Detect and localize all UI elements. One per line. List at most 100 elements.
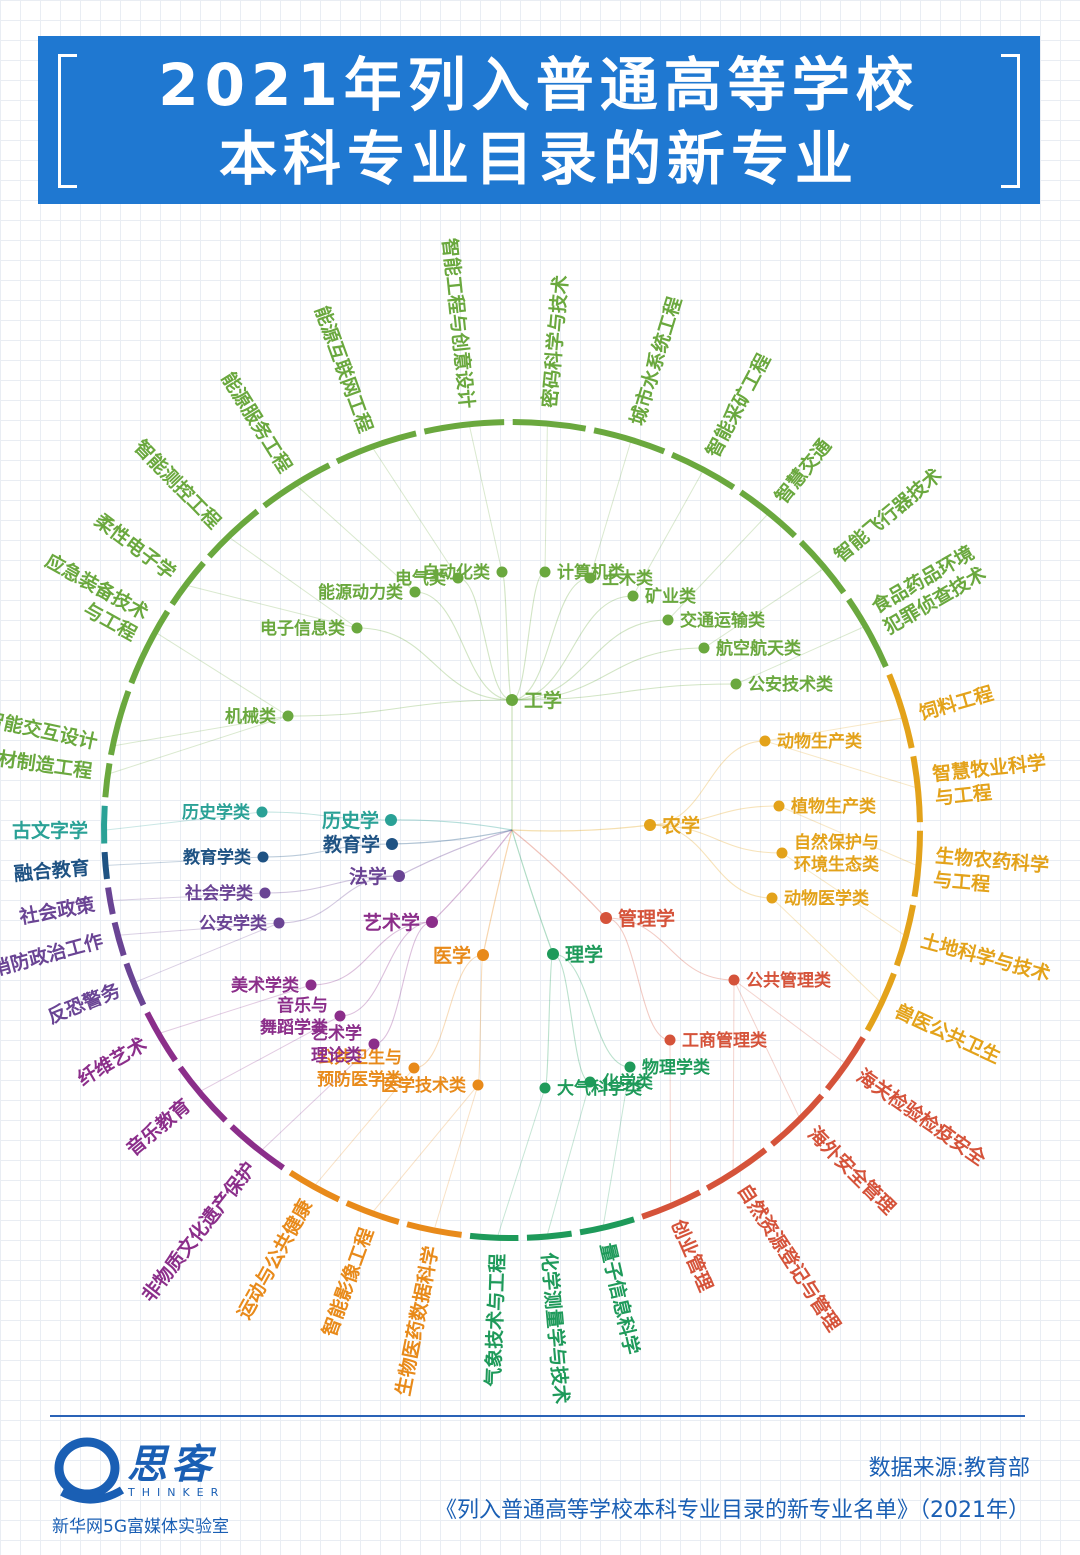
class-label: 自动化类: [422, 562, 491, 583]
major-link: [469, 426, 503, 573]
ring-segment: [144, 1011, 178, 1063]
major-group: 智慧交通: [770, 434, 836, 508]
major-group: 智能影像工程: [318, 1225, 379, 1340]
major-label: 智慧交通: [770, 434, 836, 508]
major-link: [261, 1043, 375, 1151]
ring-segment: [335, 430, 417, 465]
class-node: [584, 572, 596, 584]
class-link: [511, 619, 669, 701]
class-label: 理论类: [311, 1045, 363, 1066]
major-link: [764, 717, 903, 742]
major-group: 柔性电子学: [90, 509, 180, 585]
major-group: 纤维艺术: [73, 1032, 150, 1090]
major-group: 运动与公共健康: [232, 1195, 317, 1323]
class-label: 动物生产类: [777, 731, 863, 752]
class-label: 自然保护与: [794, 832, 879, 853]
class-link: [511, 571, 546, 701]
major-label: 智能影像工程: [318, 1225, 379, 1340]
ring-segment: [406, 1221, 462, 1238]
major-label: 智能测控工程: [130, 435, 226, 533]
discipline-label: 管理学: [618, 907, 675, 930]
class-node: [496, 566, 508, 578]
major-group: 古文字学: [12, 819, 88, 842]
major-link: [105, 811, 263, 831]
discipline-node: [393, 870, 405, 882]
major-label: 兽医公共卫生: [891, 999, 1004, 1068]
ring-segment: [169, 560, 206, 606]
ring-segment: [770, 1093, 825, 1147]
trunk-link: [390, 819, 513, 831]
class-label: 机械类: [225, 706, 277, 727]
class-label: 公安技术类: [748, 674, 834, 695]
class-link: [649, 824, 773, 899]
class-label: 公安学类: [199, 913, 268, 934]
class-link: [501, 571, 513, 701]
major-label: 智能采矿工程: [701, 350, 775, 461]
major-label: 智能交互设计: [0, 707, 100, 753]
ring-segment: [101, 851, 110, 880]
class-label: 艺术学: [311, 1023, 362, 1044]
major-link: [112, 892, 266, 902]
trunk-link: [431, 829, 513, 923]
major-label: 反恐警务: [44, 978, 124, 1028]
data-source: 数据来源:教育部: [868, 1456, 1030, 1481]
class-link: [339, 921, 433, 1017]
ring-segment: [864, 972, 897, 1032]
major-link: [296, 485, 416, 593]
major-group: 自然资源登记与管理: [733, 1180, 845, 1336]
class-label: 植物生产类: [791, 796, 877, 817]
logo-wordmark: 思客: [127, 1441, 215, 1488]
major-group: 化学测量学与技术: [537, 1251, 573, 1404]
class-label: 电气类: [395, 568, 447, 589]
major-link: [703, 568, 824, 649]
ring-segment: [101, 805, 108, 844]
major-group: 海关检验检疫安全: [852, 1064, 991, 1171]
ring-segment: [641, 1189, 702, 1220]
ring-segment: [739, 489, 797, 539]
ring-segment: [102, 762, 113, 798]
class-node: [282, 710, 294, 722]
class-label: 计算机类: [557, 562, 626, 583]
major-link: [735, 626, 864, 685]
class-node: [539, 566, 551, 578]
ring-segment: [128, 609, 171, 685]
class-label: 公共管理类: [746, 970, 832, 991]
ring-segment: [345, 1200, 400, 1225]
major-label: 自然资源登记与管理: [733, 1180, 845, 1336]
ring-segment: [579, 1216, 635, 1236]
ring-segment: [798, 539, 847, 595]
major-group: 音乐教育: [122, 1094, 195, 1160]
ring-segment: [469, 1232, 519, 1241]
class-node: [664, 1034, 676, 1046]
class-node: [539, 1082, 551, 1094]
major-label: 消防政治工作: [0, 929, 106, 981]
class-label: 矿业类: [645, 586, 697, 607]
class-label: 大气科学类: [557, 1078, 643, 1099]
major-group: 气象技术与工程: [482, 1253, 510, 1388]
class-link: [356, 627, 513, 701]
class-link: [544, 953, 554, 1089]
ring-segment: [705, 1147, 768, 1191]
major-group: 智能工程与创意设计: [438, 237, 479, 409]
major-group: 生物医药数据科学: [391, 1244, 443, 1398]
major-link: [781, 852, 905, 936]
trunk-link: [391, 829, 513, 845]
major-label: 饲料工程: [916, 682, 996, 725]
discipline-label: 理学: [565, 943, 603, 966]
class-node: [627, 590, 639, 602]
class-label: 美术学类: [231, 975, 300, 996]
major-label: 与工程: [932, 869, 991, 896]
major-group: 海外安全管理: [803, 1122, 900, 1219]
major-label: 非物质文化遗产保护: [137, 1157, 260, 1306]
class-link: [649, 805, 780, 826]
class-label: 预防医学类: [317, 1069, 403, 1090]
major-link: [669, 1039, 672, 1204]
class-link: [373, 921, 433, 1045]
class-label: 历史学类: [182, 802, 251, 823]
trunk-link: [482, 829, 513, 956]
class-label: 电子信息类: [260, 618, 346, 639]
discipline-node: [477, 949, 489, 961]
ring-segment: [108, 690, 132, 756]
